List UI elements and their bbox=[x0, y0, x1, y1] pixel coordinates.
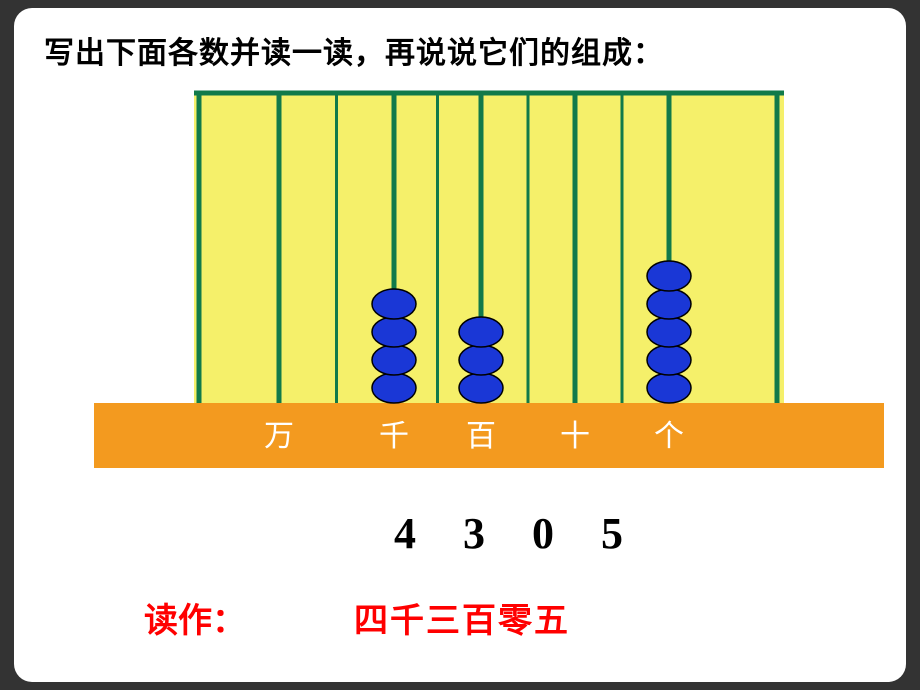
svg-text:百: 百 bbox=[466, 420, 496, 453]
reading-label: 读作： bbox=[144, 593, 246, 642]
svg-text:千: 千 bbox=[379, 420, 409, 453]
instruction-title: 写出下面各数并读一读，再说说它们的组成： bbox=[44, 28, 664, 72]
abacus-svg: 万千百十个 bbox=[64, 68, 884, 498]
number-digits: 4 3 0 5 bbox=[394, 508, 641, 559]
slide: 写出下面各数并读一读，再说说它们的组成： 万 千 百 十 个 4 3 0 5 读作： 四… bbox=[14, 8, 906, 682]
svg-text:个: 个 bbox=[654, 420, 684, 453]
reading-value: 四千三百零五 bbox=[354, 593, 570, 642]
svg-text:万: 万 bbox=[264, 420, 294, 453]
svg-text:十: 十 bbox=[560, 420, 590, 453]
abacus-diagram: 万千百十个 bbox=[64, 68, 884, 498]
